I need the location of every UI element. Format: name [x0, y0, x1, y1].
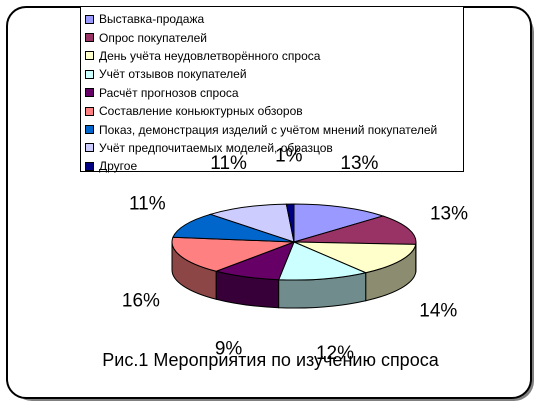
pie-slice [285, 203, 295, 243]
legend-item: Показ, демонстрация изделий с учётом мне… [85, 120, 463, 138]
chart-legend: Выставка-продажа Опрос покупателей День … [80, 6, 464, 175]
pie-slice [208, 203, 295, 243]
data-label: 11% [210, 153, 247, 174]
pie-slice [293, 241, 417, 274]
legend-swatch [85, 161, 94, 171]
pie-slice [172, 213, 295, 243]
data-label: 14% [419, 300, 457, 321]
legend-label: Расчёт прогнозов спроса [99, 85, 239, 100]
data-label: 13% [430, 203, 468, 224]
data-label: 1% [275, 146, 303, 167]
chart-caption: Рис.1 Мероприятия по изучению спроса [102, 350, 439, 370]
pie-slice [277, 241, 368, 281]
legend-item: Учёт отзывов покупателей [85, 65, 463, 83]
legend-swatch [85, 51, 94, 61]
data-label: 12% [316, 343, 354, 364]
data-label: 13% [340, 153, 378, 174]
legend-label: Учёт предпочитаемых моделей, образцов [99, 140, 333, 155]
legend-swatch [85, 69, 94, 79]
legend-label: Опрос покупателей [99, 30, 207, 45]
data-label: 9% [215, 338, 243, 359]
legend-swatch [85, 14, 94, 24]
legend-swatch [85, 33, 94, 43]
legend-swatch [85, 125, 94, 135]
legend-label: Другое [99, 159, 138, 174]
legend-item: Выставка-продажа [85, 10, 463, 28]
legend-swatch [85, 106, 94, 116]
legend-item: Другое [85, 157, 463, 175]
legend-swatch [85, 143, 94, 153]
pie-labels: 13% 13% 14% 12% 9% 16% 11% 11% 1% [122, 146, 468, 364]
legend-label: День учёта неудовлетворённого спроса [99, 48, 321, 63]
pie-side-walls [171, 241, 417, 309]
legend-swatch [85, 88, 94, 98]
legend-label: Показ, демонстрация изделий с учётом мне… [99, 122, 438, 137]
legend-item: Учёт предпочитаемых моделей, образцов [85, 139, 463, 157]
pie-slice [171, 236, 295, 272]
pie-top [171, 203, 417, 281]
data-label: 16% [122, 290, 160, 311]
pie-slice [293, 203, 385, 243]
legend-label: Учёт отзывов покупателей [99, 67, 247, 82]
legend-item: Опрос покупателей [85, 28, 463, 46]
legend-label: Составление коньюктурных обзоров [99, 104, 303, 119]
data-label: 11% [129, 193, 166, 214]
legend-item: Составление коньюктурных обзоров [85, 102, 463, 120]
legend-item: День учёта неудовлетворённого спроса [85, 47, 463, 65]
legend-item: Расчёт прогнозов спроса [85, 84, 463, 102]
pie-slice [293, 215, 417, 245]
legend-label: Выставка-продажа [99, 12, 205, 27]
